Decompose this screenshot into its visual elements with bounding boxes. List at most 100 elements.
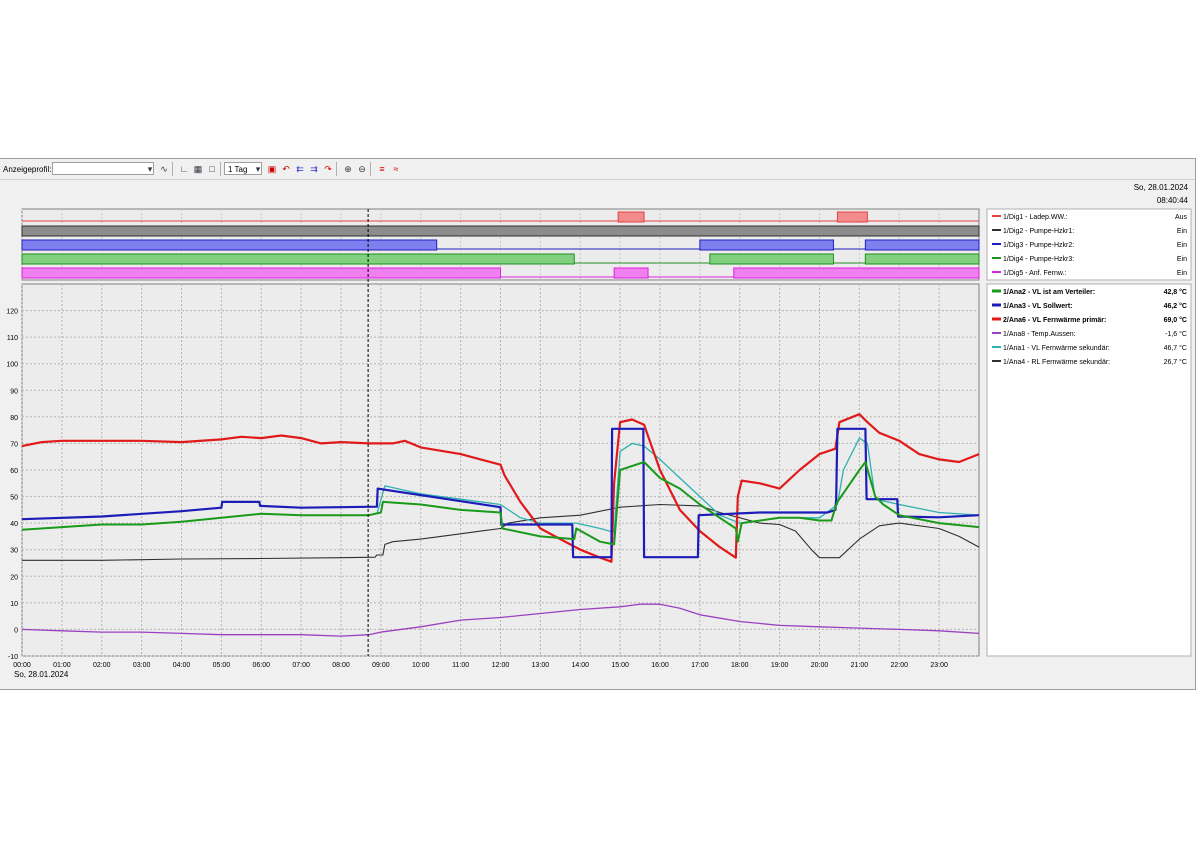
legend-name: 1/Dig4 - Pumpe-Hzkr3: — [1003, 256, 1074, 263]
legend-value: 46,2 °C — [1164, 302, 1187, 310]
series-line — [22, 503, 980, 561]
arrow-double-right-icon[interactable]: ⇉ — [310, 164, 318, 174]
digital-on-segment — [699, 239, 834, 251]
series-line — [21, 461, 980, 546]
analog-legend-panel — [986, 283, 1192, 657]
x-tick-label: 01:00 — [53, 662, 71, 669]
settings-icon[interactable]: ≡ — [379, 164, 385, 174]
digital-on-segment — [21, 253, 575, 265]
y-tick-label: 100 — [6, 362, 18, 369]
y-tick-label: 50 — [10, 495, 18, 502]
x-tick-label: 19:00 — [771, 662, 789, 669]
legend-value: -1,6 °C — [1165, 330, 1187, 338]
cursor-icon[interactable]: ≈ — [393, 164, 399, 174]
y-tick-label: 90 — [10, 388, 18, 395]
digital-on-segment — [617, 211, 645, 223]
header-date: So, 28.01.2024 — [1134, 183, 1189, 192]
arrow-left-icon[interactable]: ↶ — [282, 164, 290, 174]
analog-series — [21, 413, 980, 637]
chart-add-icon[interactable]: ∿ — [160, 164, 168, 174]
x-tick-label: 09:00 — [372, 662, 390, 669]
range-chevron-down-icon[interactable]: ▾ — [255, 164, 261, 174]
y-tick-label: 120 — [6, 309, 18, 316]
x-tick-label: 02:00 — [93, 662, 111, 669]
arrow-right-icon[interactable]: ↷ — [324, 164, 332, 174]
digital-on-segment — [709, 253, 834, 265]
y-axis: -10 0 10 20 30 40 50 60 70 80 90 100 110 120 — [6, 309, 18, 661]
y-tick-label: 30 — [10, 548, 18, 555]
y-tick-label: -10 — [8, 654, 18, 661]
digital-on-segment — [864, 253, 980, 265]
calendar-icon[interactable]: ▣ — [267, 164, 277, 174]
frame-icon[interactable]: □ — [209, 164, 215, 174]
x-tick-label: 07:00 — [292, 662, 310, 669]
arrow-double-left-icon[interactable]: ⇇ — [296, 164, 304, 174]
header-time: 08:40:44 — [1157, 196, 1189, 205]
legend-value: Ein — [1177, 256, 1187, 263]
x-tick-label: 14:00 — [571, 662, 589, 669]
series-line — [21, 603, 980, 637]
x-tick-label: 23:00 — [930, 662, 948, 669]
legend-value: Aus — [1175, 214, 1188, 221]
x-tick-label: 13:00 — [532, 662, 550, 669]
x-axis-label: So, 28.01.2024 — [14, 670, 69, 679]
digital-on-segment — [21, 239, 438, 251]
y-tick-label: 20 — [10, 574, 18, 581]
x-tick-label: 15:00 — [611, 662, 629, 669]
x-tick-label: 11:00 — [452, 662, 469, 669]
legend-value: 42,8 °C — [1164, 288, 1187, 296]
legend-name: 1/Ana3 - VL Sollwert: — [1003, 303, 1073, 310]
profile-label: Anzeigeprofil: — [3, 165, 52, 174]
digital-on-segment — [864, 239, 980, 251]
range-select[interactable]: 1 Tag — [224, 162, 262, 175]
x-tick-label: 00:00 — [13, 662, 31, 669]
y-tick-label: 60 — [10, 468, 18, 475]
series-line — [21, 427, 980, 559]
x-tick-label: 08:00 — [332, 662, 350, 669]
grid — [21, 209, 979, 657]
legend-value: Ein — [1177, 270, 1187, 277]
legend-value: 69,0 °C — [1164, 316, 1187, 324]
profile-select[interactable] — [52, 162, 154, 175]
x-tick-label: 06:00 — [252, 662, 270, 669]
toolbar: Anzeigeprofil: ▾ ∿ ∟ ▦ □ 1 Tag ▾ ▣ ↶ ⇇ ⇉… — [0, 159, 1195, 180]
digital-on-segment — [836, 211, 868, 223]
y-tick-label: 110 — [7, 335, 18, 342]
axis-icon[interactable]: ∟ — [179, 164, 189, 174]
zoom-in-icon[interactable]: ⊕ — [344, 164, 352, 174]
x-tick-label: 22:00 — [890, 662, 908, 669]
legend-name: 1/Dig1 - Ladep.WW.: — [1003, 214, 1068, 221]
legend-value: 26,7 °C — [1164, 358, 1187, 366]
x-tick-label: 18:00 — [731, 662, 749, 669]
x-tick-label: 16:00 — [651, 662, 669, 669]
legend-name: 1/Ana1 - VL Fernwärme sekundär: — [1003, 345, 1110, 352]
chevron-down-icon[interactable]: ▾ — [147, 164, 153, 174]
digital-legend-panel — [986, 208, 1192, 281]
legend-value: Ein — [1177, 228, 1187, 235]
x-tick-label: 20:00 — [811, 662, 829, 669]
series-line — [376, 437, 980, 534]
x-axis: 00:00 01:00 02:00 03:00 04:00 05:00 06:00 07:00… — [13, 662, 948, 669]
digital-tracks — [21, 211, 980, 279]
legend: 1/Dig1 - Ladep.WW.: Aus 1/Dig2 - Pumpe-Hzk… — [992, 214, 1187, 366]
y-tick-label: 0 — [14, 627, 18, 634]
legend-value: 46,7 °C — [1164, 344, 1187, 352]
digital-on-segment — [733, 267, 980, 279]
digital-on-segment — [613, 267, 649, 279]
legend-name: 1/Ana4 - RL Fernwärme sekundär: — [1003, 359, 1110, 366]
legend-name: 1/Ana2 - VL ist am Verteiler: — [1003, 289, 1095, 296]
legend-value: Ein — [1177, 242, 1187, 249]
legend-name: 1/Ana8 - Temp.Aussen: — [1003, 331, 1076, 338]
x-tick-label: 04:00 — [173, 662, 191, 669]
y-tick-label: 70 — [10, 441, 18, 448]
y-tick-label: 80 — [10, 415, 18, 422]
grid-icon[interactable]: ▦ — [193, 164, 203, 174]
x-tick-label: 05:00 — [213, 662, 231, 669]
x-tick-label: 03:00 — [133, 662, 151, 669]
x-tick-label: 21:00 — [851, 662, 869, 669]
legend-name: 1/Dig2 - Pumpe-Hzkr1: — [1003, 228, 1074, 235]
legend-name: 1/Dig5 - Anf. Fernw.: — [1003, 270, 1066, 277]
x-tick-label: 17:00 — [691, 662, 709, 669]
zoom-out-icon[interactable]: ⊖ — [358, 164, 366, 174]
digital-on-segment — [21, 225, 980, 237]
